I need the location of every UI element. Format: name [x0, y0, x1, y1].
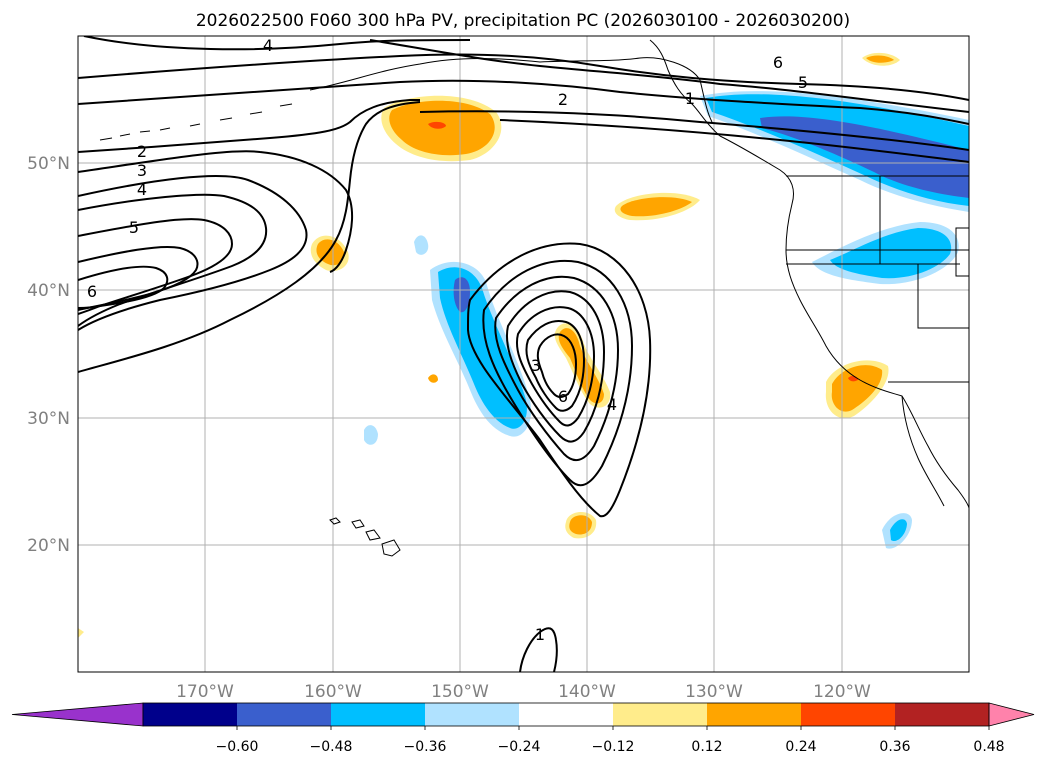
precip-positive-south-core [569, 515, 592, 535]
colorbar-box [707, 703, 801, 726]
pv-contour-upper-4 [369, 39, 969, 113]
colorbar-tick-label: 0.48 [973, 739, 1004, 755]
state-borders [786, 176, 969, 329]
lon-label: 140°W [558, 682, 616, 702]
pv-contour-4 [78, 193, 268, 327]
colorbar-box [237, 703, 331, 726]
colorbar-box [519, 703, 613, 726]
pv-label: 5 [798, 73, 808, 92]
islands-aleutian [99, 103, 293, 141]
plot-title: 2026022500 F060 300 hPa PV, precipitatio… [196, 11, 850, 31]
pv-contour-labels: 4 6 5 2 2 3 4 5 6 1 3 6 4 1 [87, 36, 808, 644]
coast-bc-wa-or-ca [719, 135, 969, 509]
colorbar-tick-label: 0.36 [879, 739, 910, 755]
precip-positive-gulf-alaska-peak [428, 121, 446, 129]
lat-label: 40°N [27, 281, 70, 301]
precip-positive-cutoff-low-core [558, 328, 604, 404]
colorbar-tick-label: −0.24 [498, 739, 541, 755]
pv-contour-3 [78, 175, 308, 331]
pv-contour-upper-1 [83, 36, 471, 51]
precip-negative-band-nw-strong [760, 116, 969, 198]
pv-contour-upper-2 [78, 53, 969, 101]
colorbar-tick-label: −0.36 [404, 739, 447, 755]
lon-label: 150°W [431, 682, 489, 702]
pv-label: 3 [137, 161, 147, 180]
colorbar-tick-label: −0.60 [216, 739, 259, 755]
pv-cutoff-ring-3 [494, 275, 620, 462]
pv-contour-7 [78, 265, 169, 309]
lon-label: 120°W [813, 682, 871, 702]
precip-negative-hawaii-north [414, 235, 429, 255]
colorbar-extend-high [988, 702, 1035, 727]
pv-contours [78, 36, 969, 672]
colorbar-extend-low [11, 702, 144, 727]
colorbar-tick-label: −0.12 [592, 739, 635, 755]
lat-label: 50°N [27, 154, 70, 174]
pv-contour-west-outer [78, 101, 421, 373]
pv-label: 1 [685, 89, 695, 108]
colorbar-box [801, 703, 895, 726]
pv-label: 3 [531, 356, 541, 375]
pv-label: 2 [558, 90, 568, 109]
pv-contour-upper-5 [419, 110, 969, 151]
precip-negative-offshore-strong [453, 277, 470, 313]
pv-contour-upper-6 [499, 119, 969, 163]
coast-alaska-panhandle [649, 39, 721, 137]
colorbar-box [613, 703, 707, 726]
pv-contour-south [519, 627, 558, 672]
colorbar-box [143, 703, 237, 726]
pv-cutoff-ring-1 [466, 242, 652, 518]
pv-label: 1 [535, 625, 545, 644]
pv-contour-6 [78, 245, 199, 311]
pv-label: 4 [137, 180, 147, 199]
lon-label: 170°W [176, 682, 234, 702]
pv-cutoff-ring-5 [516, 306, 596, 427]
pv-cutoff-ring-2 [482, 259, 634, 487]
colorbar-tick-label: −0.48 [310, 739, 353, 755]
pv-label: 4 [263, 36, 273, 55]
colorbar-box [425, 703, 519, 726]
colorbar-box [331, 703, 425, 726]
pv-label: 4 [607, 395, 617, 414]
precip-negative-south [364, 425, 378, 445]
pv-contour-ridge [78, 99, 420, 153]
pv-label: 5 [129, 218, 139, 237]
hawaiian-islands [329, 517, 401, 557]
pv-cutoff-ring-7 [536, 333, 578, 398]
precip-negative-baja-core [890, 519, 907, 542]
precip-negative-interior-core [830, 228, 952, 279]
pv-label: 6 [87, 282, 97, 301]
pv-label: 6 [558, 387, 568, 406]
longitude-labels: 170°W 160°W 150°W 140°W 130°W 120°W [176, 682, 871, 702]
colorbar-box [895, 703, 989, 726]
precip-positive-socal-core [831, 365, 883, 412]
coast-baja [901, 395, 945, 507]
pv-label: 2 [137, 142, 147, 161]
map-panel: 4 6 5 2 2 3 4 5 6 1 3 6 4 1 [77, 35, 970, 673]
precip-positive-small [428, 374, 438, 383]
precip-positive-ne-core [866, 55, 894, 63]
lat-label: 20°N [27, 536, 70, 556]
colorbar-tick-label: 0.24 [785, 739, 816, 755]
lon-label: 160°W [304, 682, 362, 702]
colorbar-tick-label: 0.12 [691, 739, 722, 755]
lon-label: 130°W [685, 682, 743, 702]
colorbar-frame [142, 702, 990, 727]
pv-cutoff-ring-4 [506, 290, 606, 443]
precip-positive-edge [78, 628, 84, 638]
pv-label: 6 [773, 53, 783, 72]
pv-cutoff-ring-6 [525, 320, 586, 412]
pv-contour-upper-3 [78, 79, 969, 125]
lat-label: 30°N [27, 409, 70, 429]
latitude-labels: 50°N 40°N 30°N 20°N [27, 154, 70, 556]
colorbar: −0.60 −0.48 −0.36 −0.24 −0.12 0.12 0.24 0.36 0.4… [11, 702, 1035, 755]
precip-positive-offshore-or-core [620, 197, 692, 217]
pv-contour-trough-west-2 [78, 150, 353, 273]
map-frame [77, 35, 970, 673]
